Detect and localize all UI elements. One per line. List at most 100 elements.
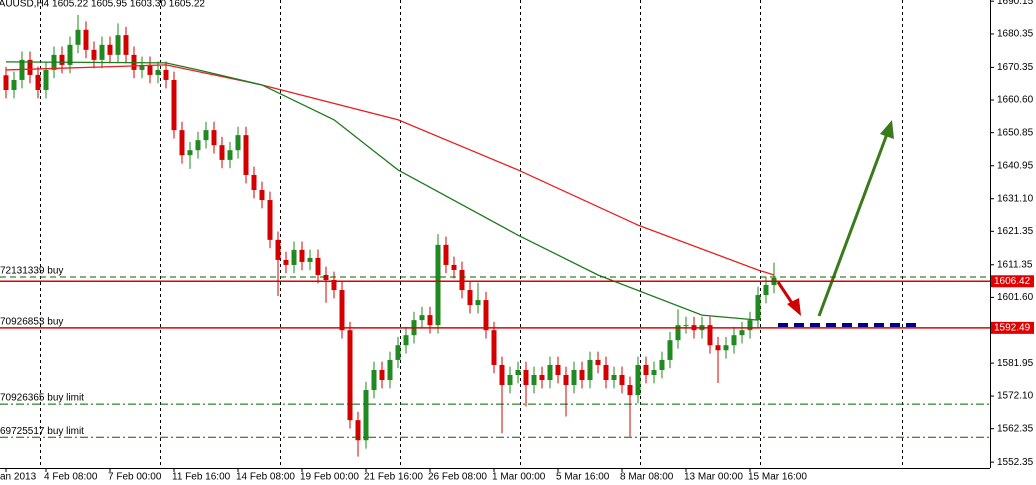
candle-body — [155, 69, 161, 75]
candle-body — [27, 59, 33, 75]
candle-body — [243, 135, 249, 175]
candle-body — [259, 190, 265, 201]
candle-body — [611, 375, 617, 381]
x-tick-label: 5 Mar 16:00 — [556, 472, 610, 483]
candle-body — [523, 369, 529, 386]
candle-body — [643, 364, 649, 376]
x-tick-label: 14 Feb 08:00 — [236, 472, 295, 483]
y-tick-label: 1581.95 — [997, 358, 1034, 369]
candle-body — [763, 285, 769, 296]
candle-body — [571, 369, 577, 386]
price-box-label: 1592.49 — [994, 323, 1031, 334]
x-tick-label: 1 Mar 00:00 — [492, 472, 546, 483]
candle-body — [635, 364, 641, 396]
candle-body — [531, 375, 537, 386]
candle-body — [723, 345, 729, 351]
candle-body — [419, 315, 425, 321]
y-tick-label: 1670.35 — [997, 62, 1034, 73]
candle-body — [211, 130, 217, 146]
moving-average — [5, 61, 759, 321]
candle-body — [515, 369, 521, 376]
x-tick-label: 13 Mar 00:00 — [684, 472, 743, 483]
candle-body — [483, 300, 489, 331]
y-tick-label: 1680.35 — [997, 29, 1034, 40]
x-tick-label: 26 Feb 08:00 — [428, 472, 487, 483]
candle-body — [707, 325, 713, 346]
x-tick-label: 15 Mar 16:00 — [748, 472, 807, 483]
candle-body — [675, 325, 681, 341]
candle-body — [499, 364, 505, 386]
candle-body — [331, 279, 337, 291]
candle-body — [91, 49, 97, 60]
y-tick-label: 1552.35 — [997, 457, 1034, 468]
order-label: 70926853 buy — [0, 317, 63, 328]
moving-average — [5, 64, 775, 276]
candle-body — [251, 174, 257, 191]
up-arrow — [817, 133, 889, 317]
candle-body — [667, 340, 673, 360]
symbol-header: XAUUSD,H4 1605.22 1605.95 1603.30 1605.2… — [0, 0, 205, 10]
candle-body — [595, 359, 601, 365]
time-grid — [40, 0, 903, 468]
x-tick-label: 11 Feb 16:00 — [172, 472, 231, 483]
y-tick-label: 1621.35 — [997, 226, 1034, 237]
candle-body — [731, 335, 737, 346]
y-tick-label: 1601.60 — [997, 292, 1034, 303]
x-tick-label: 8 Mar 08:00 — [620, 472, 674, 483]
order-label: 70926365 buy limit — [0, 393, 84, 404]
candle-body — [139, 64, 145, 70]
price-box — [991, 275, 1034, 288]
candle-body — [619, 375, 625, 386]
candle-body — [427, 315, 433, 326]
plot — [3, 15, 777, 457]
candle-body — [235, 135, 241, 151]
x-tick-label: 21 Feb 16:00 — [364, 472, 423, 483]
candle-body — [459, 269, 465, 291]
candle-body — [371, 369, 377, 391]
candle-body — [451, 264, 457, 270]
down-arrowhead — [787, 298, 801, 316]
candle-body — [99, 44, 105, 60]
y-tick-label: 1660.60 — [997, 95, 1034, 106]
candle-body — [307, 257, 313, 262]
candle-body — [171, 79, 177, 131]
candle-body — [35, 74, 41, 90]
candle-body — [683, 325, 689, 327]
candle-body — [203, 130, 209, 141]
candle-body — [283, 259, 289, 265]
y-tick-label: 1572.10 — [997, 391, 1034, 402]
x-tick-label: 19 Feb 00:00 — [300, 472, 359, 483]
candle-body — [219, 145, 225, 160]
candle-body — [579, 369, 585, 381]
candle-body — [227, 150, 233, 160]
candle-body — [539, 375, 545, 381]
candle-body — [715, 345, 721, 351]
candle-body — [347, 330, 353, 421]
candle-body — [739, 330, 745, 336]
candle-body — [123, 35, 129, 55]
x-tick-label: 7 Feb 00:00 — [108, 472, 162, 483]
candle-body — [163, 69, 169, 80]
candle-body — [67, 44, 73, 65]
y-tick-label: 1631.10 — [997, 193, 1034, 204]
candle-body — [755, 295, 761, 321]
candle-body — [43, 69, 49, 90]
candle-body — [507, 375, 513, 386]
candle-body — [363, 390, 369, 441]
candle-body — [275, 239, 281, 260]
candle-body — [435, 244, 441, 326]
candle-body — [3, 75, 9, 90]
candle-body — [587, 359, 593, 381]
candle-body — [475, 300, 481, 306]
candle-body — [443, 244, 449, 265]
up-arrowhead — [880, 120, 894, 139]
candle-body — [747, 320, 753, 331]
x-tick-label: 4 Feb 08:00 — [44, 472, 98, 483]
candle-body — [403, 335, 409, 346]
candle-body — [603, 364, 609, 381]
candle-body — [467, 290, 473, 306]
candle-body — [659, 359, 665, 370]
candle-body — [547, 364, 553, 381]
